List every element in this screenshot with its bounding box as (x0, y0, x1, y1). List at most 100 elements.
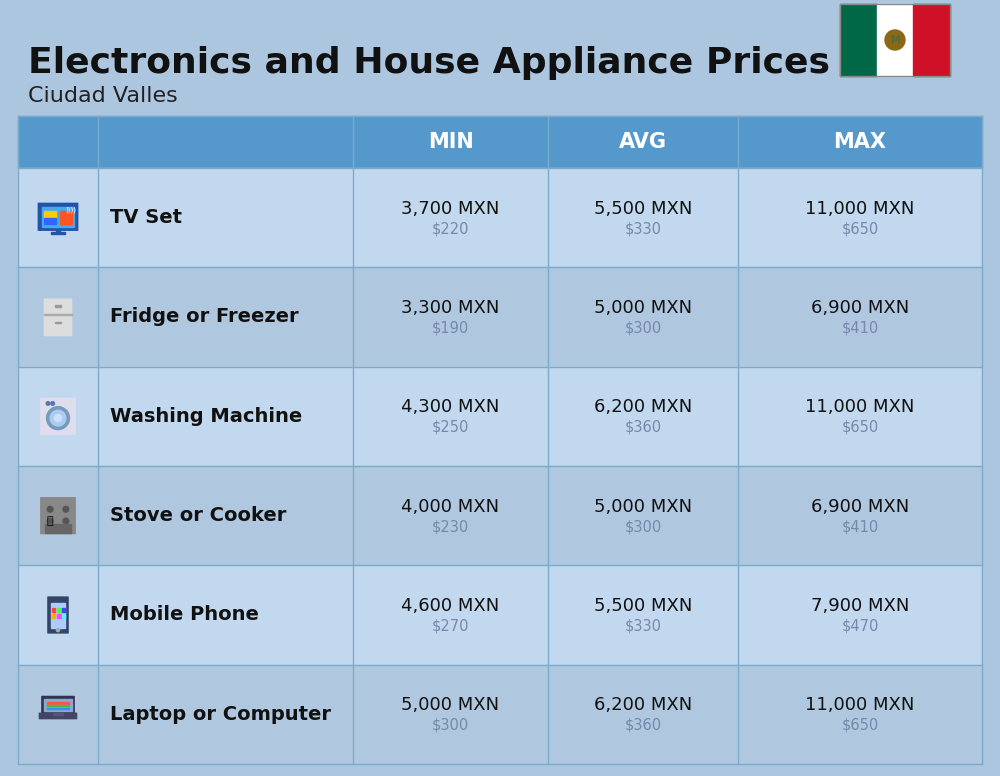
Bar (51, 232, 65, 234)
Text: $270: $270 (432, 618, 469, 633)
Text: 6,900 MXN: 6,900 MXN (811, 299, 909, 317)
Bar (57, 615, 61, 618)
Text: M: M (890, 35, 900, 45)
Bar (47, 702, 69, 704)
Bar (44, 210, 56, 224)
FancyBboxPatch shape (42, 696, 74, 714)
Bar (47, 708, 69, 709)
Bar (840, 4, 950, 76)
Text: $330: $330 (624, 618, 662, 633)
Text: 11,000 MXN: 11,000 MXN (805, 696, 915, 715)
Bar (60, 210, 72, 224)
Bar (42, 207, 74, 227)
Text: )))): )))) (65, 206, 76, 213)
Text: MAX: MAX (834, 132, 887, 152)
FancyBboxPatch shape (44, 299, 72, 336)
Bar (56, 230, 60, 233)
Text: $470: $470 (841, 618, 879, 633)
Text: $190: $190 (432, 320, 469, 335)
FancyBboxPatch shape (41, 497, 75, 534)
Text: 3,300 MXN: 3,300 MXN (401, 299, 500, 317)
Bar (840, 4, 877, 76)
Text: $410: $410 (841, 519, 879, 534)
Circle shape (47, 507, 53, 512)
Text: 4,000 MXN: 4,000 MXN (401, 497, 500, 516)
Text: $360: $360 (624, 420, 662, 435)
Bar (52, 615, 55, 618)
Text: $360: $360 (624, 718, 662, 733)
Bar (57, 608, 61, 611)
FancyBboxPatch shape (38, 203, 78, 230)
Bar (18, 566, 982, 665)
Text: $330: $330 (624, 221, 662, 236)
FancyBboxPatch shape (48, 597, 68, 633)
Bar (62, 615, 65, 618)
Circle shape (63, 518, 69, 524)
Text: Electronics and House Appliance Prices: Electronics and House Appliance Prices (28, 46, 830, 80)
Text: 5,000 MXN: 5,000 MXN (401, 696, 500, 715)
Text: 5,500 MXN: 5,500 MXN (594, 199, 692, 217)
Text: 6,200 MXN: 6,200 MXN (594, 398, 692, 417)
Text: TV Set: TV Set (110, 208, 182, 227)
Bar (44, 314, 72, 315)
Text: Fridge or Freezer: Fridge or Freezer (110, 307, 299, 327)
Bar (18, 367, 982, 466)
Circle shape (46, 402, 50, 405)
Circle shape (63, 507, 69, 512)
FancyBboxPatch shape (39, 713, 77, 719)
Text: AVG: AVG (619, 132, 667, 152)
Text: $300: $300 (624, 519, 662, 534)
Text: MIN: MIN (428, 132, 473, 152)
Text: $410: $410 (841, 320, 879, 335)
Text: 4,300 MXN: 4,300 MXN (401, 398, 500, 417)
Text: $650: $650 (841, 420, 879, 435)
Text: $230: $230 (432, 519, 469, 534)
Circle shape (56, 629, 60, 632)
Text: Washing Machine: Washing Machine (110, 407, 302, 426)
Text: $300: $300 (624, 320, 662, 335)
Text: 11,000 MXN: 11,000 MXN (805, 398, 915, 417)
Bar (53, 713, 63, 715)
Bar (45, 524, 71, 533)
Text: Ciudad Valles: Ciudad Valles (28, 86, 178, 106)
Bar (55, 321, 61, 324)
Bar (877, 4, 913, 76)
Text: Laptop or Computer: Laptop or Computer (110, 705, 331, 724)
Bar (18, 268, 982, 367)
FancyBboxPatch shape (41, 398, 75, 435)
Text: 🔥: 🔥 (47, 516, 53, 526)
Circle shape (51, 402, 54, 405)
Bar (62, 608, 65, 611)
Text: 5,500 MXN: 5,500 MXN (594, 597, 692, 615)
Circle shape (50, 411, 66, 426)
Circle shape (47, 518, 53, 524)
Bar (52, 608, 55, 611)
Text: 5,000 MXN: 5,000 MXN (594, 497, 692, 516)
Circle shape (54, 414, 62, 421)
Text: 6,200 MXN: 6,200 MXN (594, 696, 692, 715)
Bar (47, 705, 69, 706)
Bar (55, 305, 61, 307)
Text: $650: $650 (841, 718, 879, 733)
Text: 3,700 MXN: 3,700 MXN (401, 199, 500, 217)
Text: $300: $300 (432, 718, 469, 733)
Bar (44, 217, 56, 224)
Text: Stove or Cooker: Stove or Cooker (110, 506, 286, 525)
Bar (51, 603, 65, 628)
Text: 6,900 MXN: 6,900 MXN (811, 497, 909, 516)
Text: 11,000 MXN: 11,000 MXN (805, 199, 915, 217)
Text: 7,900 MXN: 7,900 MXN (811, 597, 909, 615)
Text: $220: $220 (432, 221, 469, 236)
Bar (18, 466, 982, 566)
Circle shape (47, 407, 69, 430)
Bar (44, 698, 72, 712)
Bar (18, 665, 982, 764)
Text: $250: $250 (432, 420, 469, 435)
Circle shape (885, 30, 905, 50)
Bar (18, 116, 982, 168)
Text: $650: $650 (841, 221, 879, 236)
Text: 4,600 MXN: 4,600 MXN (401, 597, 500, 615)
Bar (18, 168, 982, 268)
Text: 5,000 MXN: 5,000 MXN (594, 299, 692, 317)
Bar (913, 4, 950, 76)
